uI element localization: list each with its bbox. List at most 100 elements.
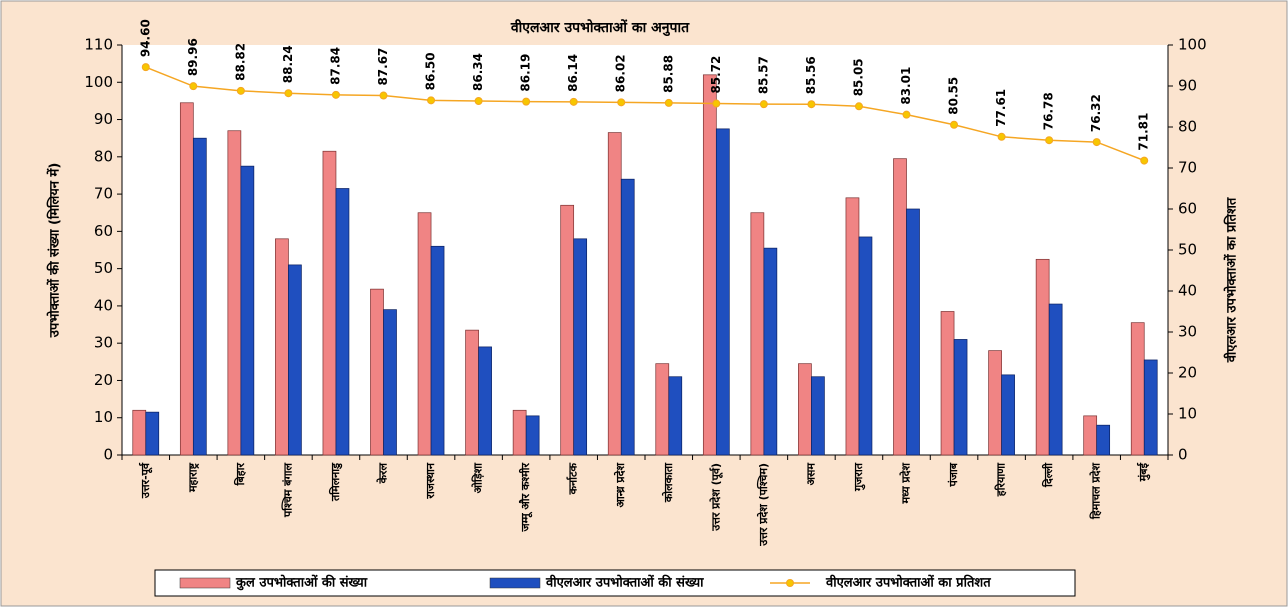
bar <box>607 132 622 456</box>
x-tick-label: तमिलनाडु <box>328 462 343 502</box>
bar <box>240 165 255 456</box>
y-tick-label: 90 <box>94 110 113 128</box>
bar <box>1143 359 1158 456</box>
marker <box>902 110 911 119</box>
bar <box>1035 258 1050 456</box>
marker <box>950 120 959 129</box>
bar <box>750 212 765 456</box>
x-tick-label: ओड़िशा <box>471 462 485 493</box>
bar <box>430 245 445 456</box>
bar <box>525 415 540 456</box>
y-tick-label: 110 <box>84 36 113 54</box>
bar <box>465 329 479 456</box>
data-label: 85.88 <box>661 55 675 93</box>
y2-tick-label: 70 <box>1178 159 1197 177</box>
y2-tick-label: 30 <box>1178 323 1197 341</box>
bar <box>275 238 289 456</box>
data-label: 87.84 <box>328 47 342 85</box>
x-tick-label: कोलकाता <box>661 462 675 503</box>
bar <box>893 158 907 456</box>
x-tick-label: असम <box>804 463 817 486</box>
y-tick-label: 0 <box>103 446 113 464</box>
x-tick-label: उत्तर-पूर्व <box>138 462 153 499</box>
chart-title: वीएलआर उपभोक्ताओं का अनुपात <box>510 19 690 37</box>
marker <box>569 97 578 106</box>
marker <box>284 89 293 98</box>
bar <box>383 309 397 456</box>
bar <box>1048 303 1063 456</box>
data-label: 85.56 <box>804 56 818 94</box>
data-label: 77.61 <box>994 89 1008 127</box>
y2-tick-label: 50 <box>1178 241 1197 259</box>
x-tick-label: जम्मू और कश्मीर <box>518 463 533 533</box>
marker <box>331 90 340 99</box>
x-tick-label: हिमाचल प्रदेश <box>1089 462 1103 519</box>
y-axis-label: उपभोक्ताओं की संख्या (मिलियन में) <box>47 163 63 339</box>
bar <box>858 236 873 456</box>
y-tick-label: 10 <box>94 408 113 426</box>
y-tick-label: 40 <box>94 296 113 314</box>
data-label: 86.02 <box>614 54 628 92</box>
bar <box>227 130 242 456</box>
marker <box>236 86 245 95</box>
x-tick-label: उत्तर प्रदेश (पूर्व) <box>708 463 723 532</box>
marker <box>759 100 768 109</box>
bar <box>288 264 302 456</box>
bar <box>179 102 194 456</box>
y2-tick-label: 60 <box>1178 200 1197 218</box>
x-tick-label: मुंबई <box>1136 462 1151 482</box>
y2-tick-label: 10 <box>1178 405 1197 423</box>
bar <box>512 409 527 456</box>
data-label: 85.05 <box>851 58 865 96</box>
bar <box>798 363 812 456</box>
y-tick-label: 60 <box>94 222 113 240</box>
bar <box>906 208 920 456</box>
data-label: 85.57 <box>756 56 770 94</box>
marker <box>807 100 816 109</box>
bar <box>417 212 432 456</box>
bar <box>1096 424 1111 456</box>
x-tick-label: महाराष्ट्र <box>186 462 199 493</box>
y2-tick-label: 20 <box>1178 364 1197 382</box>
bar <box>192 137 207 456</box>
bar <box>715 128 730 456</box>
marker <box>379 91 388 100</box>
bar <box>478 346 492 456</box>
bar <box>132 409 147 456</box>
x-tick-label: केरल <box>376 462 390 484</box>
data-label: 86.34 <box>471 53 485 91</box>
marker <box>997 132 1006 141</box>
y-tick-label: 100 <box>84 73 113 91</box>
data-label: 89.96 <box>186 38 200 76</box>
y2-axis-label: वीएलआर उपभोक्ताओं का प्रतिशत <box>1224 197 1240 363</box>
x-tick-label: आन्ध्र प्रदेश <box>613 462 627 507</box>
bar <box>335 188 350 456</box>
data-label: 87.67 <box>376 48 390 86</box>
x-tick-label: पंजाब <box>947 462 960 487</box>
marker <box>1092 138 1101 147</box>
y-tick-label: 20 <box>94 371 113 389</box>
y2-tick-label: 100 <box>1178 36 1207 54</box>
data-label: 86.14 <box>566 54 580 92</box>
legend-label: कुल उपभोक्ताओं की संख्या <box>235 575 368 591</box>
x-tick-label: हरियाणा <box>994 462 1008 497</box>
y2-tick-label: 40 <box>1178 282 1197 300</box>
bar <box>763 247 778 456</box>
data-label: 83.01 <box>899 67 913 105</box>
bar <box>370 288 384 456</box>
legend <box>154 569 1076 597</box>
legend-label: वीएलआर उपभोक्ताओं का प्रतिशत <box>825 575 991 591</box>
legend-swatch <box>179 577 231 589</box>
bar <box>655 363 670 456</box>
bar <box>668 376 683 456</box>
x-tick-label: उत्तर प्रदेश (पश्चिम) <box>756 463 770 547</box>
data-label: 80.55 <box>947 77 961 115</box>
data-label: 85.72 <box>709 56 723 94</box>
y-tick-label: 70 <box>94 185 113 203</box>
marker <box>474 97 483 106</box>
legend-swatch <box>489 577 541 589</box>
y-tick-label: 50 <box>94 259 113 277</box>
data-label: 94.60 <box>138 19 152 57</box>
marker <box>141 63 150 72</box>
